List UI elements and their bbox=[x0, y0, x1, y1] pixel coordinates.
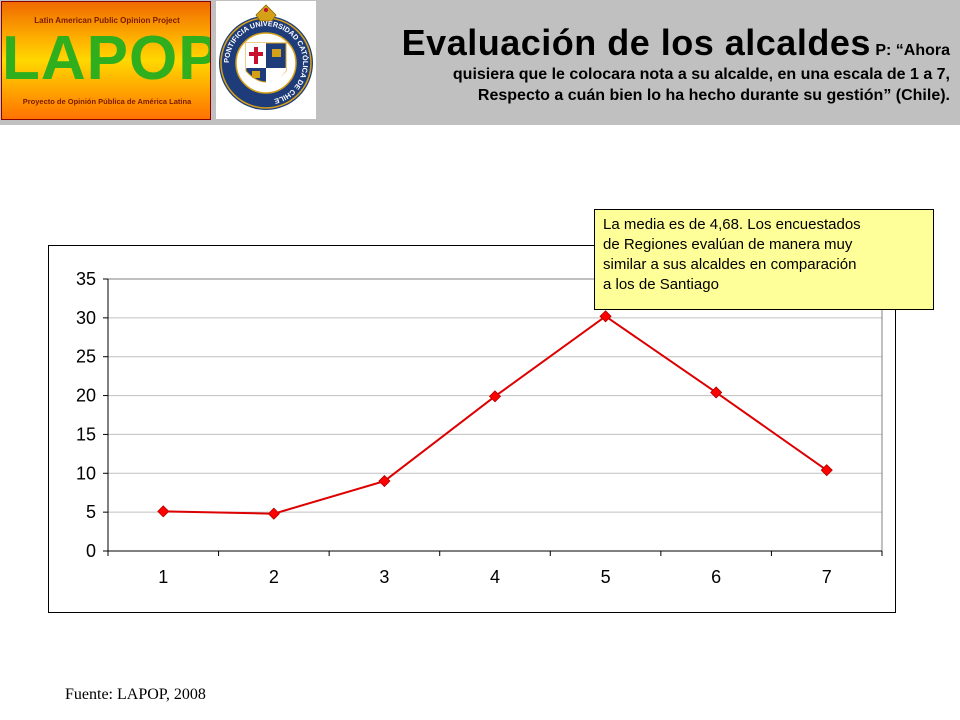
lapop-logo-word: LAPOP bbox=[2, 24, 211, 93]
data-point bbox=[157, 505, 170, 518]
y-tick-label: 30 bbox=[76, 308, 96, 328]
note-line-1: La media es de 4,68. Los encuestados bbox=[603, 216, 861, 233]
question-line-3: Respecto a cuán bien lo ha hecho durante… bbox=[477, 87, 950, 104]
plot-area bbox=[107, 278, 883, 552]
x-tick-label: 6 bbox=[711, 567, 721, 587]
lapop-logo-bottom-text: Proyecto de Opinión Pública de América L… bbox=[22, 97, 192, 106]
header-band: Latin American Public Opinion Project LA… bbox=[0, 0, 960, 125]
note-line-3: similar a sus alcaldes en comparación bbox=[603, 256, 857, 273]
y-tick-label: 10 bbox=[76, 463, 96, 483]
question-prefix: P: “Ahora bbox=[875, 42, 950, 59]
x-tick-label: 4 bbox=[490, 567, 500, 587]
x-tick-label: 5 bbox=[601, 567, 611, 587]
page-title: Evaluación de los alcaldes bbox=[401, 22, 871, 63]
y-tick-label: 35 bbox=[76, 269, 96, 289]
x-tick-label: 1 bbox=[158, 567, 168, 587]
y-tick-label: 5 bbox=[86, 502, 96, 522]
data-point bbox=[267, 507, 280, 520]
lapop-logo: Latin American Public Opinion Project LA… bbox=[1, 1, 211, 120]
data-point bbox=[599, 310, 612, 323]
lapop-logo-top-text: Latin American Public Opinion Project bbox=[34, 16, 180, 25]
data-point bbox=[488, 390, 502, 403]
y-tick-label: 15 bbox=[76, 424, 96, 444]
annotation-note: La media es de 4,68. Los encuestados de … bbox=[594, 209, 934, 310]
data-point bbox=[378, 474, 391, 488]
note-line-2: de Regiones evalúan de manera muy bbox=[603, 236, 853, 253]
x-tick-label: 3 bbox=[379, 567, 389, 587]
question-line-2: quisiera que le colocara nota a su alcal… bbox=[452, 66, 950, 83]
source-caption: Fuente: LAPOP, 2008 bbox=[65, 686, 206, 703]
y-tick-label: 0 bbox=[86, 541, 96, 561]
university-seal-icon: PONTIFICIA UNIVERSIDAD CATÓLICA DE CHILE bbox=[219, 4, 313, 110]
series-line bbox=[163, 315, 828, 515]
note-line-4: a los de Santiago bbox=[603, 276, 719, 293]
y-tick-label: 20 bbox=[76, 386, 96, 406]
x-tick-label: 2 bbox=[269, 567, 279, 587]
data-point bbox=[710, 386, 723, 399]
title-block: Evaluación de los alcaldes P: “Ahora qui… bbox=[330, 22, 950, 106]
line-chart: 0 5 10 15 20 25 30 35 1 2 3 4 5 6 7 bbox=[76, 269, 883, 587]
data-point bbox=[820, 464, 833, 477]
y-tick-label: 25 bbox=[76, 347, 96, 367]
university-seal: PONTIFICIA UNIVERSIDAD CATÓLICA DE CHILE bbox=[216, 1, 316, 119]
x-tick-label: 7 bbox=[822, 567, 832, 587]
